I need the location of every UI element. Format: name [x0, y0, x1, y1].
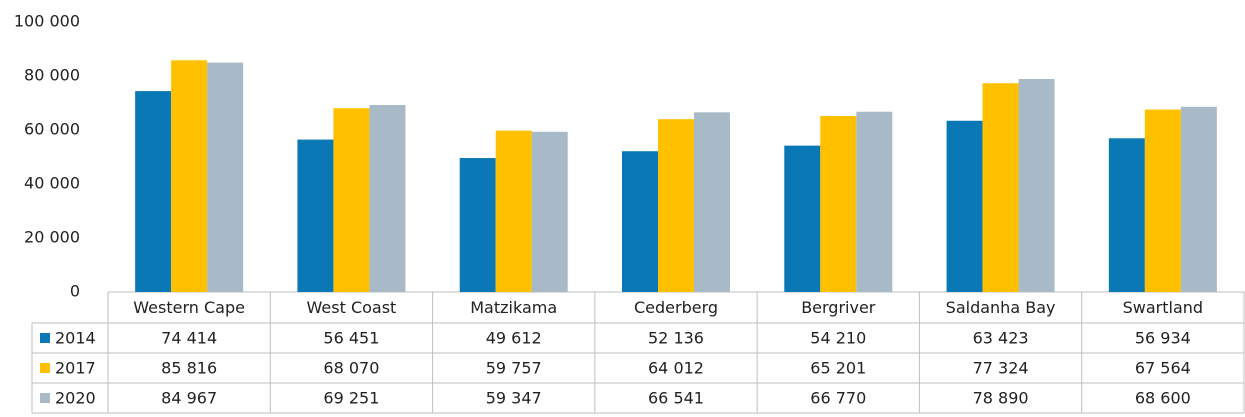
bar: [658, 119, 694, 292]
bar: [1108, 138, 1145, 292]
bar: [694, 112, 730, 293]
bar: [531, 131, 568, 292]
table-cell: 78 890: [973, 389, 1029, 408]
table-cell: 69 251: [323, 389, 379, 408]
table-cell: 65 201: [810, 359, 866, 378]
table-cell: 52 136: [648, 329, 704, 348]
table-cell: 54 210: [810, 329, 866, 348]
table-cell: 66 541: [648, 389, 704, 408]
bar: [369, 105, 406, 292]
table-cell: 59 347: [486, 389, 542, 408]
x-tick-label: Bergriver: [801, 298, 876, 317]
y-tick-label: 0: [70, 282, 80, 301]
bar: [333, 108, 370, 292]
table-cell: 56 451: [323, 329, 379, 348]
table-cell: 56 934: [1135, 329, 1191, 348]
bar: [1180, 106, 1217, 292]
y-tick-label: 40 000: [24, 174, 80, 193]
bar: [1144, 109, 1181, 292]
y-tick-label: 80 000: [24, 66, 80, 85]
bar: [171, 60, 208, 292]
y-tick-label: 100 000: [14, 12, 80, 31]
bar: [297, 139, 334, 292]
x-tick-label: Western Cape: [133, 298, 245, 317]
table-cell: 84 967: [161, 389, 217, 408]
bar: [1018, 78, 1055, 292]
y-tick-label: 60 000: [24, 120, 80, 139]
table-cell: 59 757: [486, 359, 542, 378]
legend-swatch: [40, 393, 50, 403]
table-cell: 49 612: [486, 329, 542, 348]
legend-label: 2020: [55, 389, 96, 408]
bar: [622, 151, 658, 292]
bar: [495, 130, 532, 292]
bar: [982, 83, 1019, 293]
table-cell: 67 564: [1135, 359, 1191, 378]
y-tick-label: 20 000: [24, 228, 80, 247]
bar: [459, 158, 496, 292]
table-cell: 64 012: [648, 359, 704, 378]
bar: [784, 145, 821, 292]
x-tick-label: Swartland: [1123, 298, 1203, 317]
legend-label: 2017: [55, 359, 96, 378]
table-cell: 68 070: [323, 359, 379, 378]
table-cell: 77 324: [973, 359, 1029, 378]
bar: [135, 91, 172, 292]
table-cell: 66 770: [810, 389, 866, 408]
table-cell: 63 423: [973, 329, 1029, 348]
table-cell: 85 816: [161, 359, 217, 378]
bar: [856, 111, 893, 292]
table-cell: 74 414: [161, 329, 217, 348]
bar: [946, 120, 983, 292]
x-tick-label: Saldanha Bay: [946, 298, 1056, 317]
legend-label: 2014: [55, 329, 96, 348]
bar: [207, 62, 244, 293]
x-tick-label: West Coast: [307, 298, 397, 317]
legend-swatch: [40, 363, 50, 373]
x-tick-label: Matzikama: [470, 298, 557, 317]
x-tick-label: Cederberg: [634, 298, 718, 317]
bar: [820, 115, 857, 292]
legend-swatch: [40, 333, 50, 343]
table-cell: 68 600: [1135, 389, 1191, 408]
